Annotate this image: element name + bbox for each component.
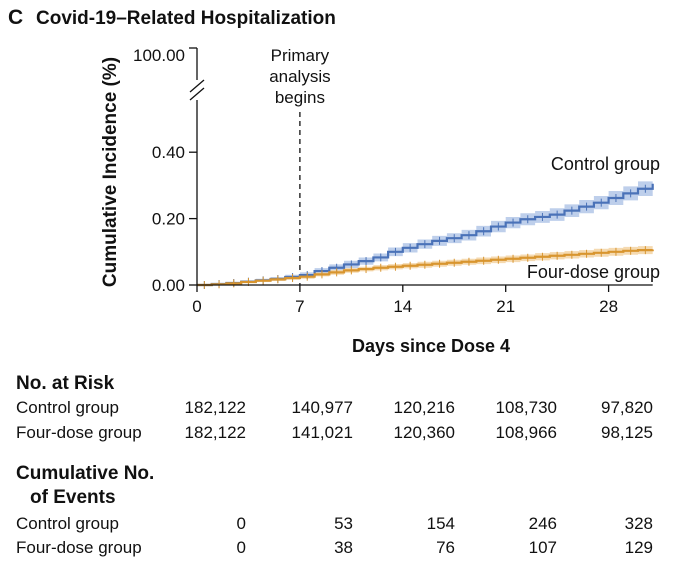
x-tick-label: 0 [192,297,201,316]
y-tick-label: 0.20 [152,210,185,229]
series-lines [197,183,654,289]
events-row-control: Control group 0 53 154 246 328 [16,514,676,538]
table-cell: 76 [436,538,455,557]
x-axis-label: Days since Dose 4 [352,336,510,356]
series-label: Four-dose group [527,262,660,282]
events-table-heading-line1: Cumulative No. [16,463,155,484]
table-cell: 141,021 [291,423,353,442]
panel-letter: C [8,6,24,29]
x-tick-label: 28 [599,297,618,316]
y-break-top-label: 100.00 [133,46,185,65]
table-cell: 246 [528,514,557,533]
table-cell: 38 [334,538,353,557]
table-cell: 328 [624,514,653,533]
y-tick-label: 0.00 [152,276,185,295]
risk-row-control: Control group 182,122 140,977 120,216 10… [16,398,676,422]
table-cell: 120,216 [393,398,455,417]
events-row-four-dose: Four-dose group 0 38 76 107 129 [16,538,676,562]
events-table-heading-line2: of Events [30,487,116,508]
primary-analysis-annotation: Primary analysis begins [269,46,331,285]
series-line-1 [197,249,654,287]
table-cell: 98,125 [601,423,653,442]
series-label: Control group [551,154,660,174]
x-tick-label: 7 [295,297,304,316]
axis-break-mark [189,87,205,101]
row-label: Four-dose group [16,538,142,557]
table-cell: 107 [528,538,557,557]
table-cell: 97,820 [601,398,653,417]
x-tick-label: 21 [496,297,515,316]
row-label: Four-dose group [16,423,142,442]
series-labels: Control group Four-dose group [527,154,660,282]
annotation-text: analysis [269,67,330,86]
y-axis-label: Cumulative Incidence (%) [100,57,121,287]
risk-row-four-dose: Four-dose group 182,122 141,021 120,360 … [16,423,676,447]
table-cell: 0 [236,514,246,533]
table-cell: 129 [624,538,653,557]
chart-title: Covid-19–Related Hospitalization [36,8,336,29]
table-cell: 154 [426,514,455,533]
kaplan-meier-chart: Cumulative Incidence (%) Days since Dose… [100,46,660,356]
x-tick-label: 14 [393,297,412,316]
table-cell: 53 [334,514,353,533]
axis-break-mark [189,79,205,93]
table-cell: 182,122 [184,398,246,417]
annotation-text: Primary [271,46,330,65]
table-cell: 108,730 [495,398,557,417]
table-cell: 0 [236,538,246,557]
row-label: Control group [16,514,120,533]
risk-table-heading: No. at Risk [16,373,115,394]
table-cell: 120,360 [393,423,455,442]
axes: 0.00 0.20 0.40 0 7 14 21 28 [152,47,653,316]
annotation-text: begins [275,88,325,107]
row-label: Control group [16,398,120,417]
table-cell: 182,122 [184,423,246,442]
table-cell: 140,977 [291,398,353,417]
table-cell: 108,966 [495,423,557,442]
y-tick-label: 0.40 [152,143,185,162]
